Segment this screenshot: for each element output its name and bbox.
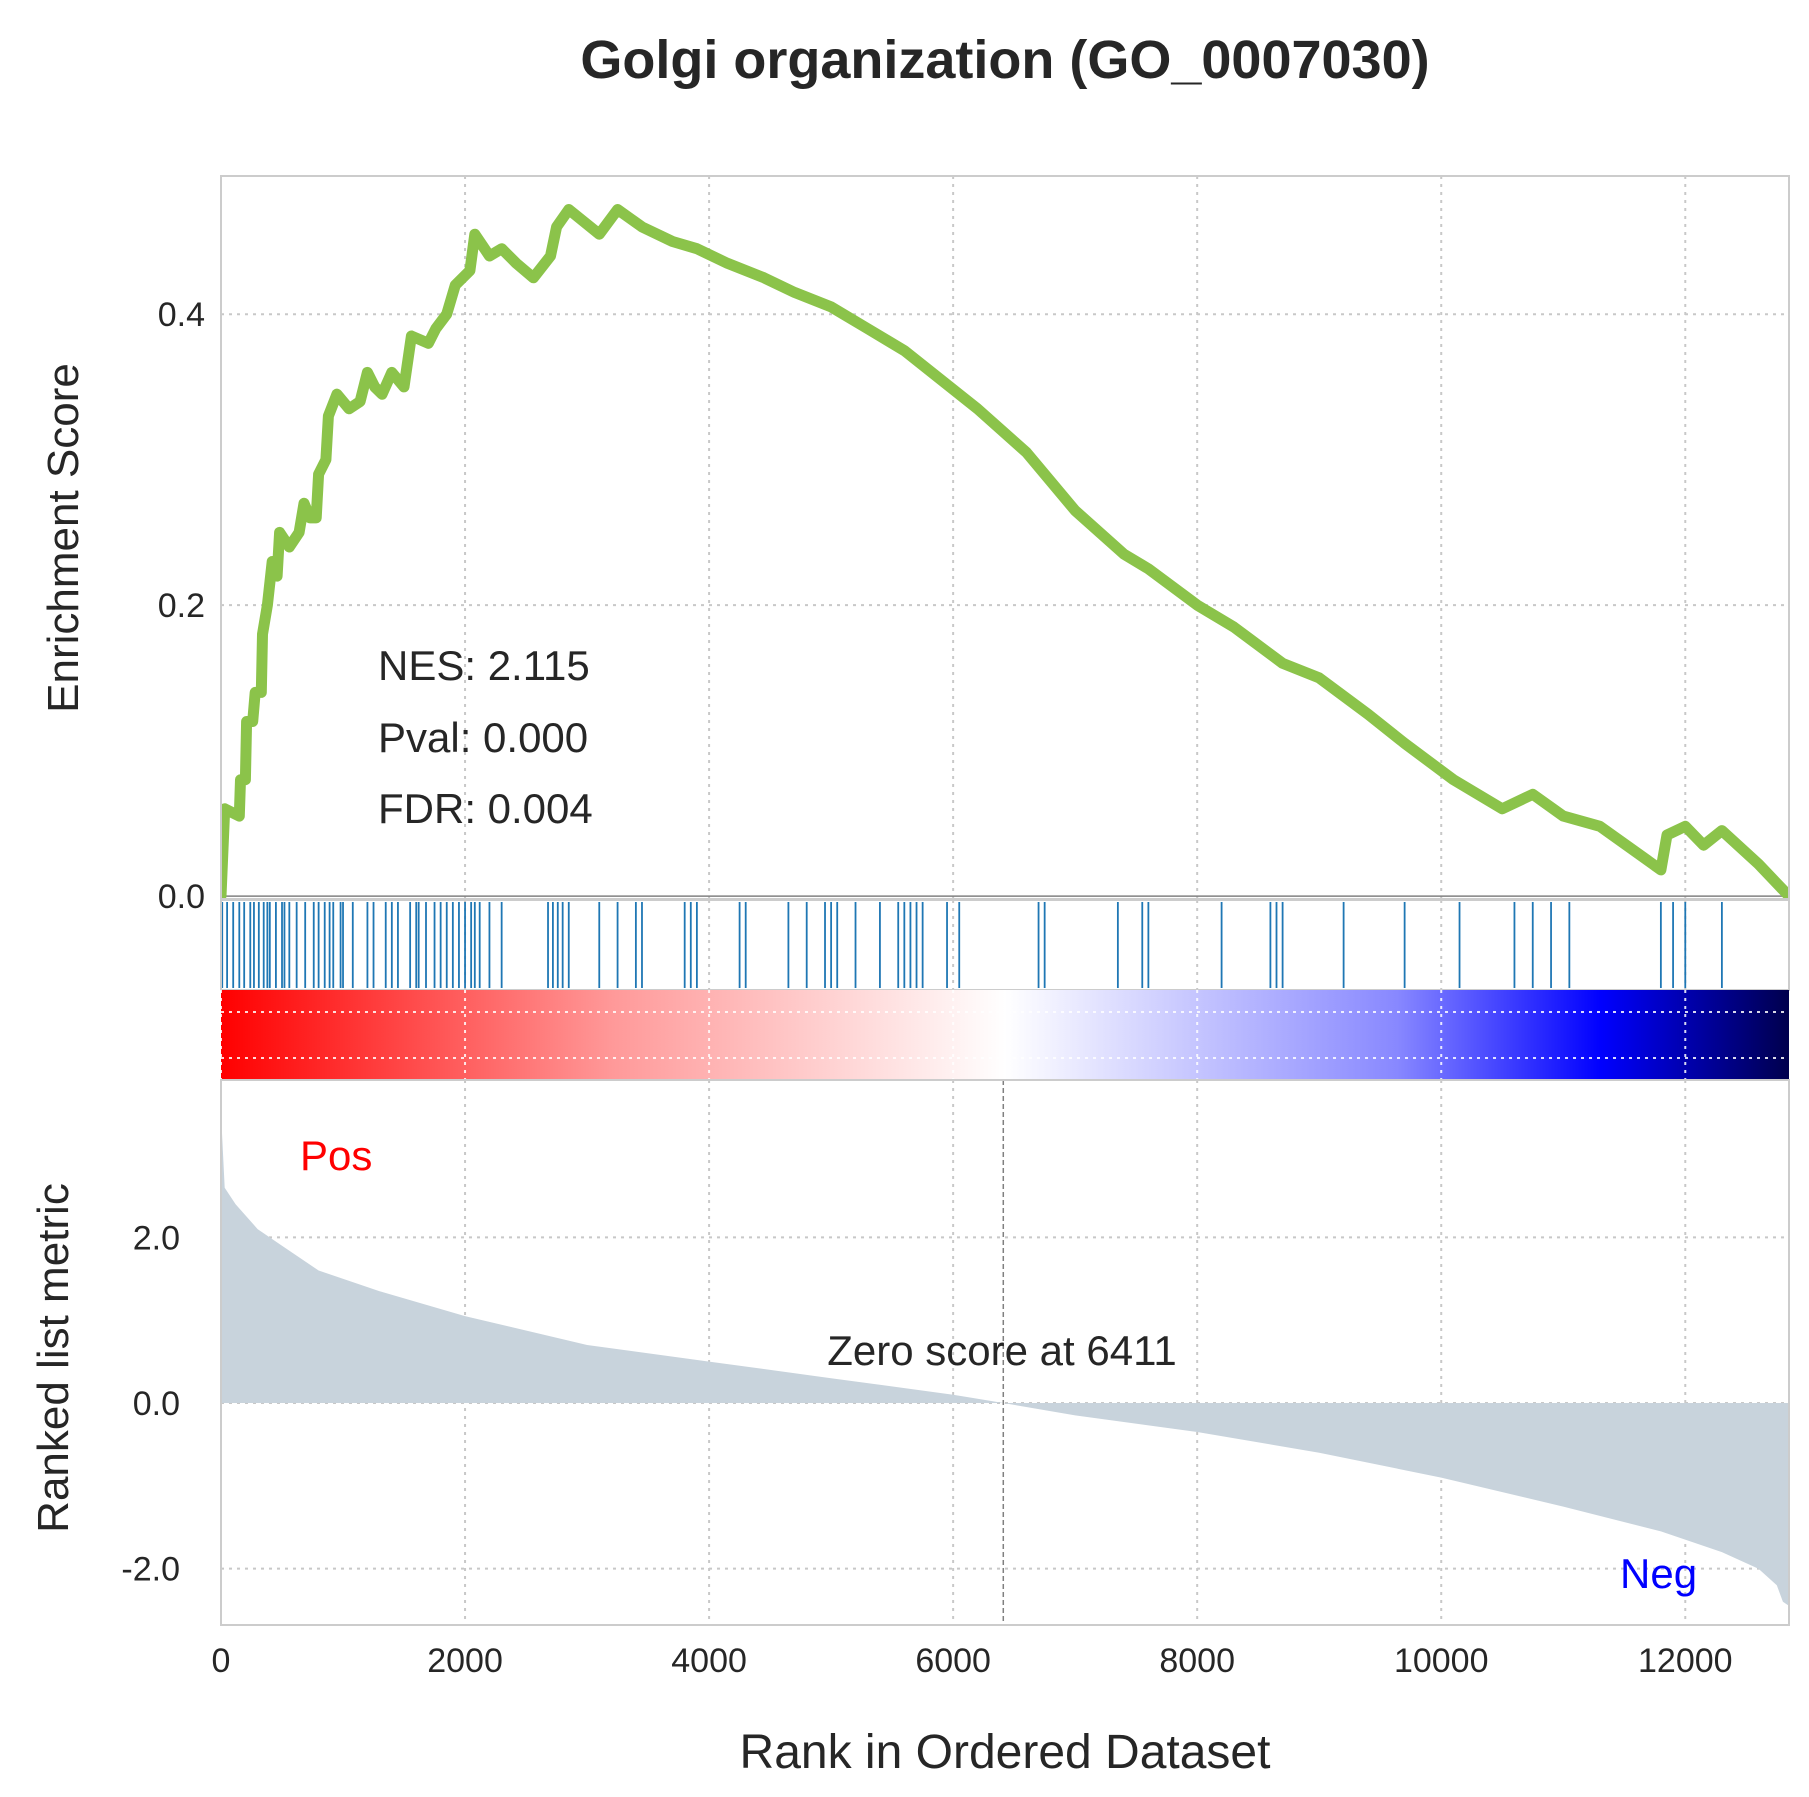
- x-tick-label: 2000: [427, 1642, 503, 1680]
- ranked-metric-area: [221, 1113, 1789, 1606]
- ranked-y-tick-label: 0.0: [133, 1385, 180, 1423]
- x-tick-label: 0: [212, 1642, 231, 1680]
- ranked-frame: [220, 1079, 1790, 1626]
- chart-title: Golgi organization (GO_0007030): [580, 30, 1429, 90]
- x-axis-label: Rank in Ordered Dataset: [740, 1726, 1271, 1779]
- pval-annotation: Pval: 0.000: [378, 714, 588, 761]
- nes-annotation: NES: 2.115: [378, 642, 590, 689]
- ranked-y-tick-label: -2.0: [121, 1551, 180, 1589]
- enrichment-grid: [220, 176, 1789, 899]
- x-tick-label: 8000: [1159, 1642, 1235, 1680]
- enrichment-panel: 0.0 0.2 0.4 Enrichment Score NES: 2.115 Pv…: [39, 175, 1790, 916]
- fdr-annotation: FDR: 0.004: [378, 785, 593, 832]
- neg-label: Neg: [1620, 1550, 1697, 1597]
- ranked-y-ticks: 2.0 0.0 -2.0: [121, 1219, 180, 1588]
- enrichment-y-label: Enrichment Score: [39, 363, 88, 713]
- x-axis-ticks: 0 2000 4000 6000 8000 10000 12000: [212, 1642, 1733, 1680]
- x-tick-label: 6000: [915, 1642, 991, 1680]
- enrichment-y-ticks: 0.0 0.2 0.4: [158, 296, 205, 916]
- x-tick-label: 12000: [1638, 1642, 1733, 1680]
- gene-hits: [221, 902, 1723, 988]
- ranked-panel: 2.0 0.0 -2.0 Ranked list metric Zero score…: [29, 1079, 1790, 1626]
- ranked-y-label: Ranked list metric: [29, 1183, 78, 1533]
- colorbar-panel: [220, 990, 1789, 1080]
- ranked-y-tick-label: 2.0: [133, 1219, 180, 1257]
- x-tick-label: 10000: [1394, 1642, 1489, 1680]
- x-tick-label: 4000: [671, 1642, 747, 1680]
- enrichment-y-tick-label: 0.0: [158, 878, 205, 916]
- enrichment-y-tick-label: 0.2: [158, 587, 205, 625]
- enrichment-y-tick-label: 0.4: [158, 296, 205, 334]
- enrichment-score-line: [220, 204, 1790, 900]
- hits-panel: [220, 899, 1790, 991]
- zero-score-annotation: Zero score at 6411: [827, 1327, 1176, 1374]
- pos-label: Pos: [300, 1132, 372, 1179]
- rank-colorbar: [221, 990, 1789, 1080]
- colorbar-grid: [220, 990, 1789, 1080]
- hits-frame: [220, 899, 1790, 991]
